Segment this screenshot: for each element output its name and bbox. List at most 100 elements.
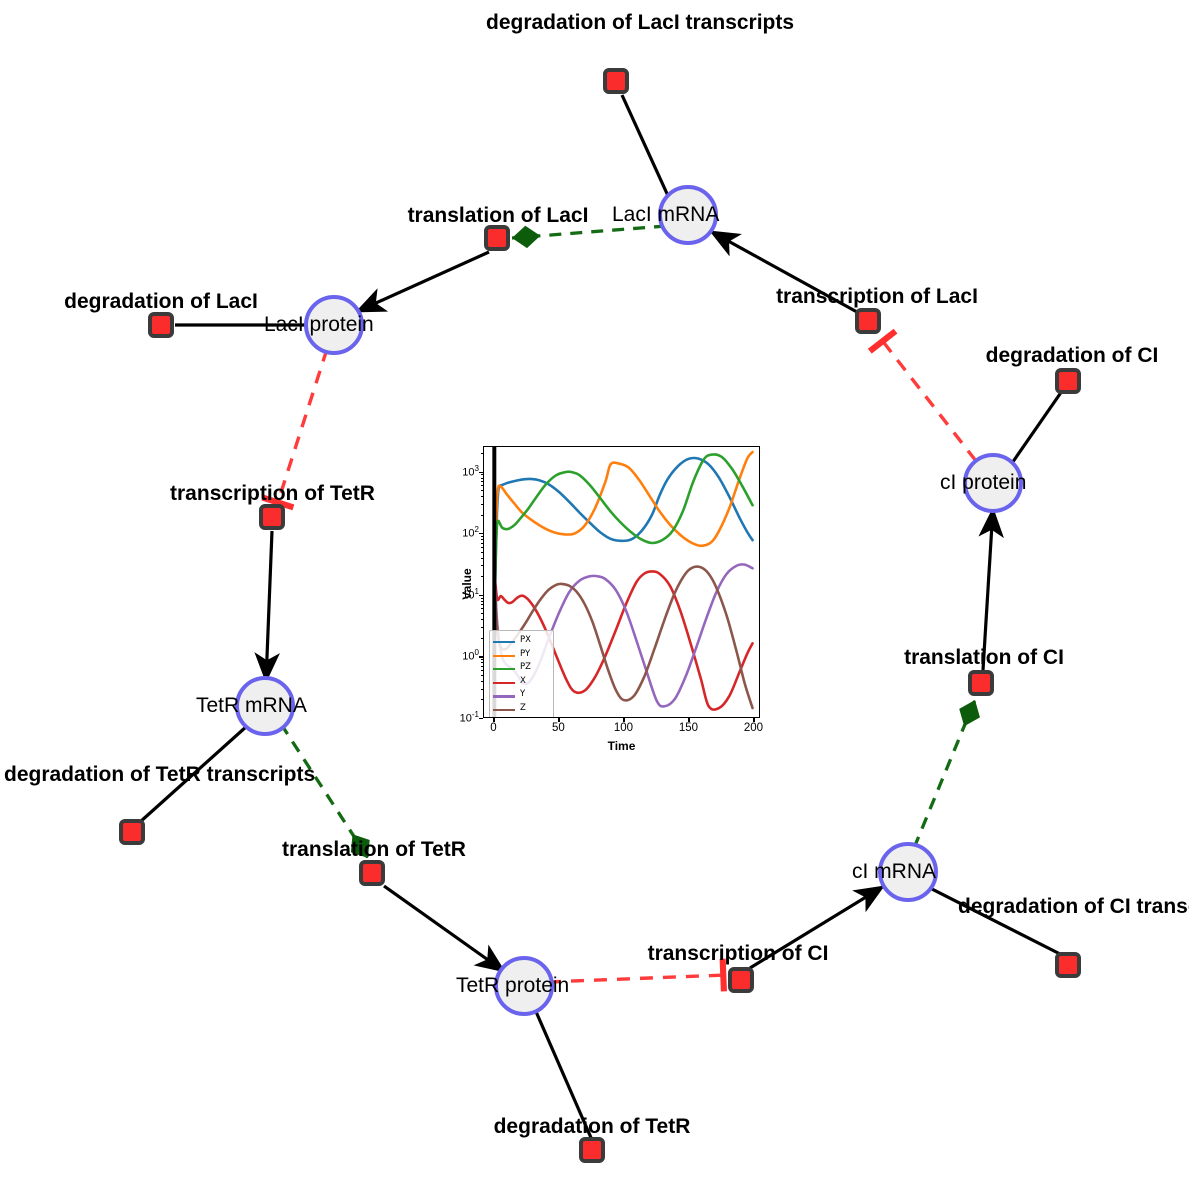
species-node-laci-mrna[interactable] bbox=[658, 185, 718, 245]
legend-label-y: Y bbox=[520, 689, 526, 700]
chart-legend: PX PY PZ X Y Z bbox=[489, 630, 554, 717]
chart-y-minor-tick bbox=[481, 699, 484, 701]
species-label-ci-protein: cI protein bbox=[940, 471, 1027, 494]
reaction-label-deg-tetr: degradation of TetR bbox=[493, 1115, 691, 1138]
species-node-ci-mrna[interactable] bbox=[878, 842, 938, 902]
legend-swatch-z bbox=[493, 709, 515, 712]
edge-laci-mrna-degradation bbox=[620, 94, 671, 199]
chart-y-minor-tick bbox=[481, 680, 484, 682]
chart-y-tick-0: 10-1 bbox=[459, 710, 479, 725]
legend-label-pz: PZ bbox=[520, 662, 531, 673]
chart-y-tick-3: 102 bbox=[462, 525, 479, 540]
chart-y-minor-tick bbox=[481, 535, 484, 537]
species-node-laci-protein[interactable] bbox=[304, 295, 364, 355]
chart-y-minor-tick bbox=[481, 485, 484, 487]
chart-y-tickmark-3 bbox=[479, 533, 483, 535]
reaction-node-deg-tetr-transcripts[interactable] bbox=[119, 819, 145, 845]
chart-x-tick-4: 200 bbox=[743, 722, 764, 734]
chart-legend-item-py: PY bbox=[493, 649, 550, 662]
species-node-tetr-mrna[interactable] bbox=[235, 676, 295, 736]
reaction-node-transcription-ci[interactable] bbox=[728, 967, 754, 993]
legend-swatch-x bbox=[493, 681, 515, 684]
species-node-ci-protein[interactable] bbox=[963, 453, 1023, 513]
edge-tetr-inhibits-ci-transcription bbox=[547, 958, 727, 992]
reaction-node-translation-tetr[interactable] bbox=[359, 860, 385, 886]
reaction-node-deg-laci-transcripts[interactable] bbox=[603, 68, 629, 94]
chart-y-minor-tick bbox=[481, 557, 484, 559]
legend-label-z: Z bbox=[520, 703, 526, 713]
reaction-label-transcription-tetr: transcription of TetR bbox=[170, 482, 375, 505]
reaction-node-deg-tetr[interactable] bbox=[579, 1137, 605, 1163]
reaction-label-deg-ci: degradation of CI bbox=[985, 344, 1159, 367]
chart-y-minor-tick bbox=[481, 597, 484, 599]
chart-x-tick-0: 0 bbox=[490, 722, 497, 734]
edge-translation-ci-product bbox=[978, 507, 1004, 671]
chart-plot-area: PX PY PZ X Y Z bbox=[483, 446, 760, 718]
chart-y-tick-2: 101 bbox=[462, 586, 479, 602]
reaction-label-deg-tetr-transcripts: degradation of TetR transcripts bbox=[4, 763, 316, 786]
chart-legend-item-px: PX bbox=[493, 635, 550, 648]
chart-series-x bbox=[493, 570, 754, 711]
chart-y-tickmark-0 bbox=[479, 718, 483, 720]
edge-translation-tetr-modifier bbox=[279, 723, 370, 859]
edge-ci-inhibits-laci-transcription bbox=[867, 328, 978, 463]
chart-y-minor-tick bbox=[481, 637, 484, 639]
edge-laci-inhibits-tetr-transcription bbox=[261, 348, 329, 511]
chart-y-minor-tick bbox=[481, 662, 484, 664]
chart-y-minor-tick bbox=[481, 503, 484, 505]
reaction-label-translation-tetr: translation of TetR bbox=[282, 838, 466, 861]
chart-x-tickmark-1 bbox=[558, 718, 560, 722]
reaction-node-transcription-tetr[interactable] bbox=[259, 504, 285, 530]
chart-y-minor-tick bbox=[481, 626, 484, 628]
reaction-label-transcription-laci: transcription of LacI bbox=[776, 285, 978, 308]
chart-y-minor-tick bbox=[481, 619, 484, 621]
chart-y-minor-tick bbox=[481, 551, 484, 553]
edge-tetr-protein-degradation bbox=[532, 1006, 594, 1141]
reaction-node-translation-ci[interactable] bbox=[968, 670, 994, 696]
reaction-node-deg-laci[interactable] bbox=[148, 312, 174, 338]
legend-label-x: X bbox=[520, 675, 526, 686]
reaction-node-deg-ci-transcripts[interactable] bbox=[1055, 952, 1081, 978]
chart-x-tickmark-2 bbox=[623, 718, 625, 722]
reaction-label-transcription-ci: transcription of CI bbox=[647, 942, 829, 965]
reaction-node-transcription-laci[interactable] bbox=[855, 308, 881, 334]
chart-y-minor-tick bbox=[481, 542, 484, 544]
reaction-label-deg-laci-transcripts: degradation of LacI transcripts bbox=[486, 11, 795, 34]
legend-swatch-px bbox=[493, 641, 515, 644]
edge-translation-laci-product bbox=[355, 250, 490, 314]
chart-y-minor-tick bbox=[481, 688, 484, 690]
reaction-node-deg-ci[interactable] bbox=[1055, 368, 1081, 394]
chart-y-minor-tick bbox=[481, 613, 484, 615]
species-label-ci-mrna: cI mRNA bbox=[852, 860, 936, 883]
chart-y-minor-tick bbox=[481, 514, 484, 516]
chart-x-tick-3: 150 bbox=[678, 722, 699, 734]
chart-x-tickmark-4 bbox=[753, 718, 755, 722]
species-node-tetr-protein[interactable] bbox=[494, 956, 554, 1016]
edge-ci-protein-degradation bbox=[1008, 390, 1064, 467]
chart-y-minor-tick bbox=[481, 665, 484, 667]
edge-tetr-mrna-degradation bbox=[138, 724, 249, 824]
chart-series-pz bbox=[493, 453, 754, 633]
reaction-label-translation-laci: translation of LacI bbox=[407, 204, 589, 227]
chart-legend-item-pz: PZ bbox=[493, 662, 550, 675]
edge-translation-tetr-product bbox=[383, 884, 506, 974]
chart-y-tick-1: 100 bbox=[462, 648, 479, 664]
reaction-label-deg-ci-transcripts: degradation of CI transcripts bbox=[958, 895, 1189, 918]
chart-y-minor-tick bbox=[481, 600, 484, 602]
chart-x-tick-2: 100 bbox=[613, 722, 634, 734]
reaction-node-translation-laci[interactable] bbox=[484, 225, 510, 251]
legend-label-py: PY bbox=[520, 648, 531, 659]
chart-y-minor-tick bbox=[481, 546, 484, 548]
chart-x-axis-label: Time bbox=[607, 739, 636, 753]
chart-legend-item-x: X bbox=[493, 676, 550, 689]
chart-y-minor-tick bbox=[481, 481, 484, 483]
chart-series-py bbox=[493, 450, 754, 633]
edge-translation-laci-modifier bbox=[511, 224, 667, 249]
chart-y-minor-tick bbox=[481, 604, 484, 606]
chart-y-tick-4: 103 bbox=[462, 463, 479, 479]
chart-y-minor-tick bbox=[481, 539, 484, 541]
chart-x-tickmark-3 bbox=[688, 718, 690, 722]
legend-swatch-y bbox=[493, 695, 515, 698]
chart-x-tick-1: 50 bbox=[552, 722, 565, 734]
